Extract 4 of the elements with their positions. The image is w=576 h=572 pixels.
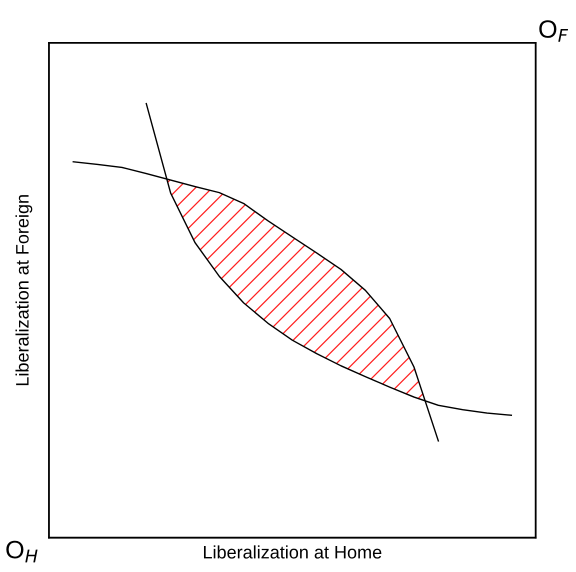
text: O$_{F}$ (539, 20, 568, 42)
text: O$_{H}$ (6, 540, 38, 562)
x-axis-title: Liberalization at Home (204, 545, 382, 559)
y-axis-title: Liberalization at Foreign (15, 195, 32, 386)
